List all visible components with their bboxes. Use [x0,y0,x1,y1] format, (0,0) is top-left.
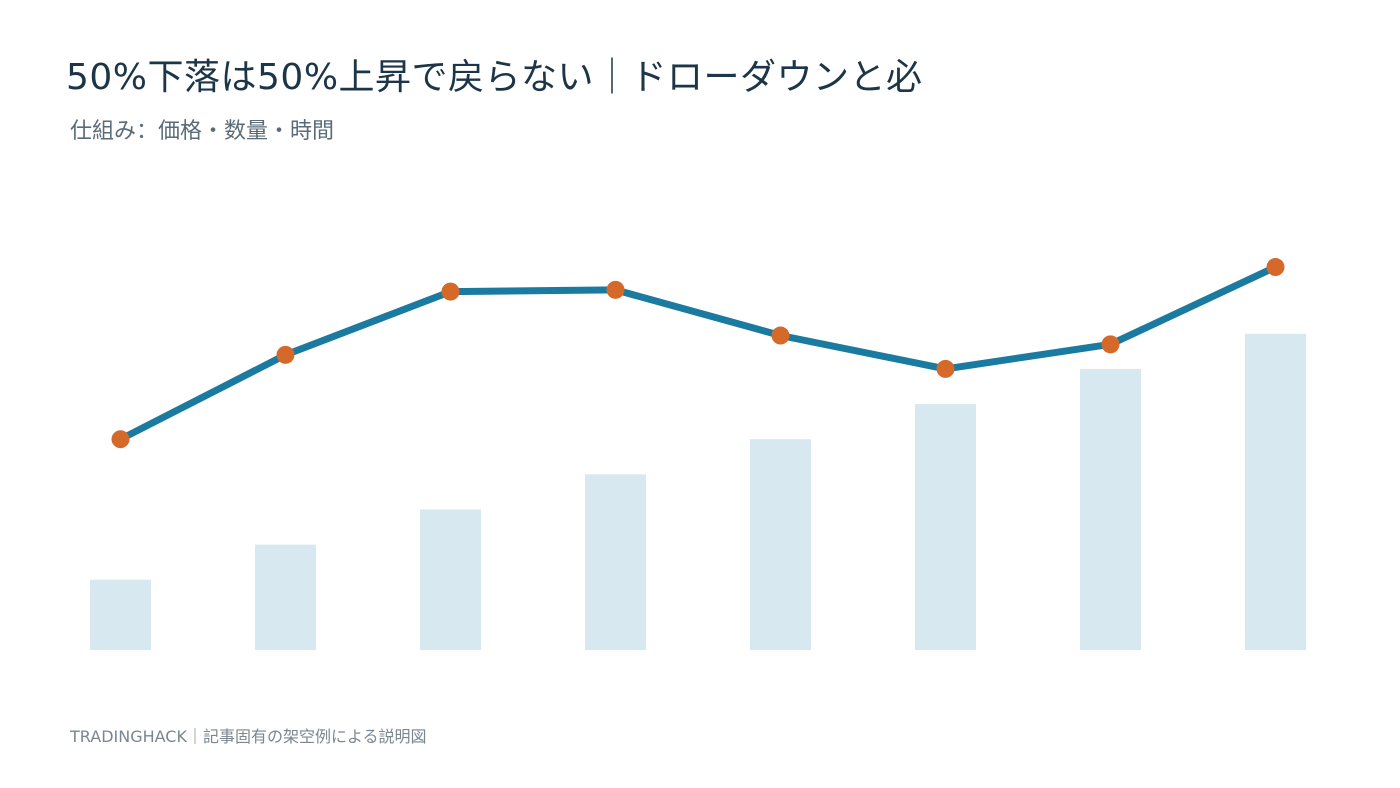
bar-3 [420,509,481,650]
bar-series [90,333,1306,650]
bar-6 [915,404,976,650]
line-point-3 [441,282,460,301]
bar-5 [750,439,811,650]
chart-footer: TRADINGHACK｜記事固有の架空例による説明図 [70,727,427,746]
chart-title: 50%下落は50%上昇で戻らない｜ドローダウンと必 [66,57,923,98]
line-series [117,263,1279,443]
line-point-7 [1101,335,1120,354]
line-point-8 [1266,258,1285,277]
bar-2 [255,544,316,650]
series-line [117,263,1279,443]
bar-7 [1080,368,1141,650]
bar-8 [1245,333,1306,650]
bar-4 [585,474,646,650]
line-point-4 [606,280,625,299]
line-point-2 [276,345,295,364]
line-markers [111,258,1285,449]
chart-subtitle: 仕組み：価格・数量・時間 [70,119,335,144]
line-point-1 [111,430,130,449]
line-point-6 [936,359,955,378]
line-point-5 [771,326,790,345]
bar-1 [90,579,151,650]
